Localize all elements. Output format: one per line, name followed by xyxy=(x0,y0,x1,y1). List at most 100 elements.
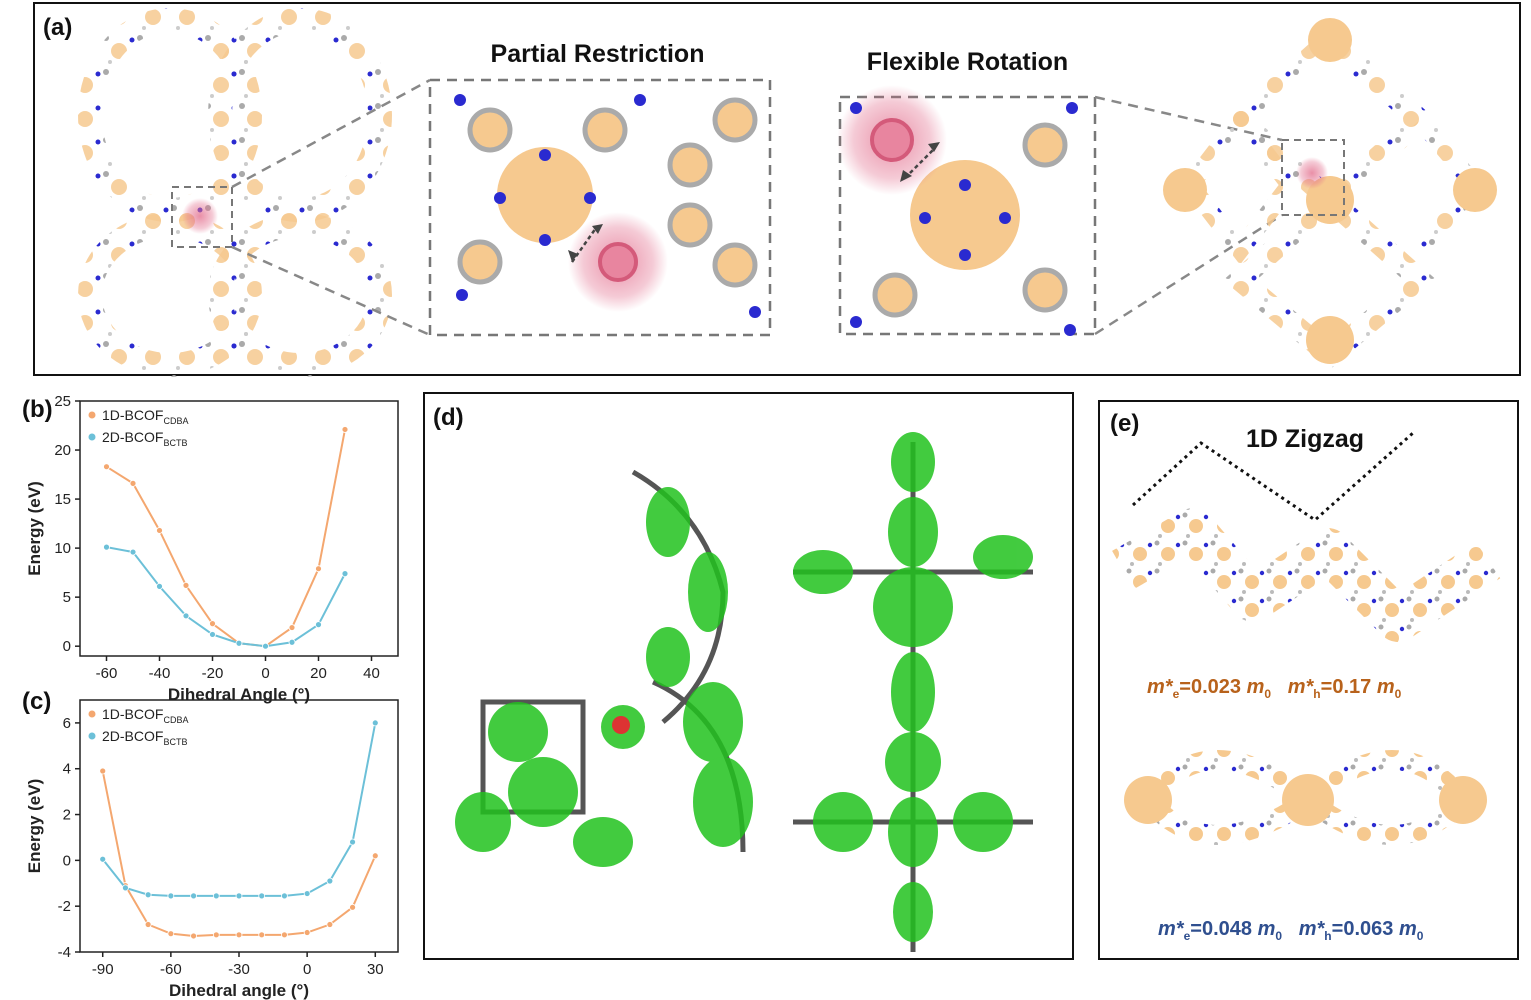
data-point xyxy=(122,884,129,892)
nci-isosurface-figure xyxy=(455,432,1033,952)
data-point xyxy=(303,929,311,936)
data-point xyxy=(167,892,175,900)
data-point xyxy=(288,624,296,631)
data-point xyxy=(156,527,163,534)
y-tick-label: 4 xyxy=(63,761,71,778)
series-line-0 xyxy=(105,429,346,648)
nci-left-isosurface xyxy=(455,487,753,867)
y-tick-label: 2 xyxy=(63,807,71,824)
panel-e-label: (e) xyxy=(1110,410,1140,437)
legend-marker xyxy=(88,732,96,740)
x-tick-label: 0 xyxy=(261,665,269,682)
y-tick-label: 0 xyxy=(63,638,71,655)
panel-a xyxy=(33,2,1521,376)
series-line-1 xyxy=(106,546,346,648)
panel-b-label: (b) xyxy=(22,396,53,423)
x-tick-label: -60 xyxy=(96,665,118,682)
heading-flexible-rotation: Flexible Rotation xyxy=(866,48,1069,76)
data-point xyxy=(209,620,216,628)
data-point xyxy=(190,892,197,900)
panel-a-structures xyxy=(78,8,1497,377)
panel-d-label: (d) xyxy=(433,404,464,431)
data-point xyxy=(258,931,266,939)
nci-repulsive-spot xyxy=(612,716,630,734)
legend-entry: 2D-BCOFBCTB xyxy=(102,429,187,448)
data-point xyxy=(262,642,269,650)
data-point xyxy=(235,639,243,647)
legend-marker xyxy=(88,433,96,441)
y-axis-label: Energy (eV) xyxy=(25,481,44,575)
x-tick-label: 30 xyxy=(367,961,384,978)
y-tick-label: 5 xyxy=(63,589,71,606)
data-point xyxy=(235,892,243,900)
data-point xyxy=(103,463,110,471)
data-point xyxy=(129,548,137,556)
y-axis-label: Energy (eV) xyxy=(25,779,44,873)
zigzag-guide xyxy=(1131,431,1414,522)
panel-e xyxy=(1098,400,1519,960)
x-tick-label: -30 xyxy=(228,961,250,978)
data-point xyxy=(281,931,288,939)
y-tick-label: 10 xyxy=(54,540,71,557)
data-point xyxy=(144,891,152,899)
data-point xyxy=(341,426,349,433)
data-point xyxy=(182,612,190,620)
effective-mass-1d: m*e=0.023 m0 m*h=0.17 m0 xyxy=(1147,676,1402,701)
data-point xyxy=(281,892,288,900)
data-point xyxy=(371,719,379,727)
panel-e-structures xyxy=(1112,431,1501,845)
x-axis-label: Dihedral angle (°) xyxy=(169,981,309,1000)
chain-2d-network xyxy=(1124,750,1487,845)
nci-right-isosurface xyxy=(793,432,1033,942)
data-point xyxy=(190,932,197,940)
data-point xyxy=(167,930,175,938)
legend-entry: 2D-BCOFBCTB xyxy=(102,728,187,747)
zoom-partial-restriction xyxy=(428,78,772,337)
y-tick-label: 15 xyxy=(54,491,71,508)
data-point xyxy=(303,890,311,897)
chart-c: -90 -60 -30 0 30 -4 -2 0 2 4 6 Dihedral angle (°) En… xyxy=(25,699,399,1000)
y-tick-label: -2 xyxy=(58,898,71,915)
data-point xyxy=(341,570,349,578)
x-tick-label: -60 xyxy=(160,961,182,978)
data-point xyxy=(349,903,356,911)
framework-2d-right xyxy=(1163,18,1497,370)
panel-a-label: (a) xyxy=(43,14,73,41)
effective-mass-2d: m*e=0.048 m0 m*h=0.063 m0 xyxy=(1158,918,1424,943)
data-point xyxy=(156,582,163,590)
heading-partial-restriction: Partial Restriction xyxy=(490,40,705,68)
x-tick-label: -90 xyxy=(92,961,114,978)
x-tick-label: 20 xyxy=(310,665,327,682)
y-tick-label: 6 xyxy=(63,715,71,732)
x-tick-label: 40 xyxy=(363,665,380,682)
legend-entry: 1D-BCOFCDBA xyxy=(102,407,188,426)
legend-entry: 1D-BCOFCDBA xyxy=(102,706,188,725)
y-tick-label: -4 xyxy=(58,944,71,961)
plot-frame xyxy=(79,400,399,657)
data-point xyxy=(209,631,216,638)
data-point xyxy=(235,931,243,939)
y-tick-label: 0 xyxy=(63,852,71,869)
data-point xyxy=(326,921,334,928)
chain-1d-zigzag xyxy=(1112,508,1501,642)
data-point xyxy=(315,621,322,629)
x-tick-label: 0 xyxy=(303,961,311,978)
panel-c-label: (c) xyxy=(22,688,52,715)
data-point xyxy=(258,892,266,900)
x-tick-label: -40 xyxy=(149,665,171,682)
heading-1d-zigzag: 1D Zigzag xyxy=(1245,425,1365,453)
data-point xyxy=(288,638,296,646)
data-point xyxy=(99,767,107,775)
legend-marker xyxy=(88,710,96,718)
data-point xyxy=(103,543,110,551)
data-point xyxy=(99,855,107,863)
data-point xyxy=(212,931,220,939)
data-point xyxy=(349,838,356,846)
series-line-1 xyxy=(101,722,377,897)
y-tick-label: 25 xyxy=(54,393,71,410)
legend-marker xyxy=(88,411,96,419)
data-point xyxy=(326,877,334,885)
panel-d xyxy=(423,392,1074,960)
data-point xyxy=(144,921,152,928)
